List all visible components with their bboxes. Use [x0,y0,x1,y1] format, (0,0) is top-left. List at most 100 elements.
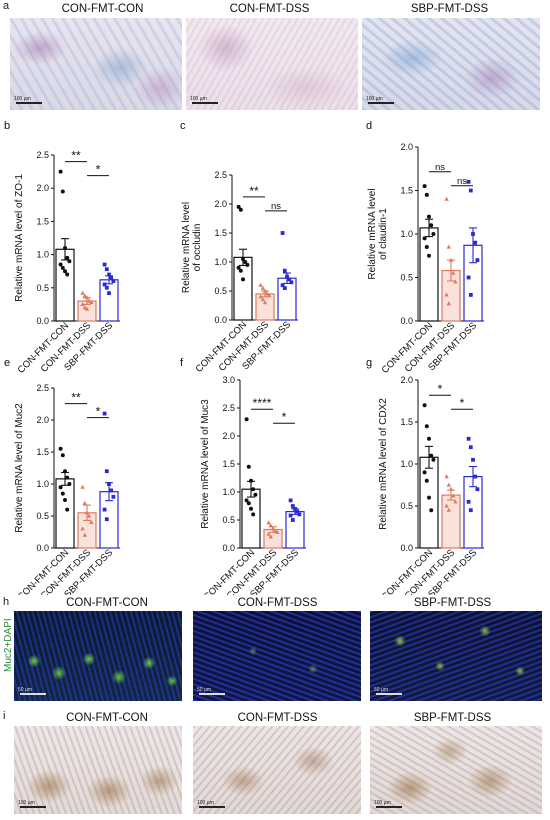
significance-label: * [96,405,101,419]
data-point [451,270,456,275]
y-tick-label: 0.0 [36,543,49,553]
significance-label: * [460,396,465,410]
data-point [268,534,273,539]
y-tick-label: 0.0 [214,315,227,325]
scale-bar [20,693,46,695]
data-point [295,509,300,514]
data-point [58,169,63,174]
data-point [429,508,434,513]
data-point [65,507,70,512]
y-axis-label: Relative mRNA level [367,188,378,279]
data-point [262,288,268,293]
data-point [424,245,429,250]
panel-i-title-con: CON-FMT-CON [66,712,148,724]
scale-bar [376,806,402,808]
data-point [475,258,480,262]
micrograph-ab-sbp: 100 µm [362,18,540,110]
significance-label: ns [271,201,281,212]
data-point [104,267,109,272]
panel-a-title-con: CON-FMT-CON [61,3,144,15]
panel-i-title-dss: CON-FMT-DSS [237,712,318,724]
data-point [446,244,451,249]
scale-bar [199,693,225,695]
data-point [111,279,116,284]
data-point [109,275,114,280]
y-tick-label: 2.5 [36,150,49,160]
data-point [471,457,475,462]
data-point [104,285,109,290]
y-tick-label: 2.5 [222,403,235,413]
micrograph-ab-con: 100 µm [10,18,182,110]
data-point [258,294,263,299]
data-point [453,499,458,504]
data-point [290,504,295,508]
data-point [466,179,471,184]
data-point [87,513,92,518]
data-point [82,305,87,310]
y-tick-label: 1.5 [36,447,49,457]
data-point [287,277,292,282]
panel-letter-h: h [3,596,10,608]
data-point [282,268,287,273]
data-point [84,295,90,300]
data-point [429,223,434,228]
data-point [111,494,116,499]
panel-i-title-sbp: SBP-FMT-DSS [413,712,492,724]
scale-bar [368,102,394,104]
data-point [89,520,94,524]
data-point [297,512,302,517]
data-point [238,207,243,212]
data-point [251,512,256,517]
data-point [102,411,107,416]
data-point [241,277,245,282]
data-point [266,520,271,525]
significance-label: ns [457,176,467,187]
bar [255,293,275,321]
scale-bar [192,102,218,104]
data-point [473,474,478,479]
data-point [84,510,90,515]
y-tick-label: 0.5 [222,515,235,525]
data-point [63,269,67,274]
bar [233,256,253,321]
data-point [471,232,475,236]
data-point [431,457,436,462]
data-point [238,268,243,273]
significance-label: ns [435,162,445,173]
y-tick-label: 1.0 [36,479,49,489]
y-tick-label: 2.0 [222,431,235,441]
data-point [104,517,109,522]
data-point [236,265,241,270]
data-point [475,487,480,492]
y-tick-label: 1.0 [36,250,49,260]
data-point [288,513,293,518]
data-point [448,486,454,491]
y-tick-label: 2.5 [214,170,227,180]
y-tick-label: 0.0 [400,543,413,553]
scale-bar [376,693,402,695]
data-point [268,523,273,528]
scale-label: 50 µm [18,687,32,693]
panel-h-title-sbp: SBP-FMT-DSS [413,597,492,609]
bar [241,488,261,549]
y-tick-label: 2.0 [400,142,413,152]
data-point [290,518,295,522]
data-point [102,262,107,267]
ihc-con: 100 µm [14,726,182,814]
data-point [63,245,67,250]
significance-label: * [96,163,101,177]
significance-label: ** [71,149,81,163]
significance-label: ** [71,391,81,405]
data-point [60,265,65,270]
scale-bar [20,806,46,808]
data-point [266,531,271,536]
data-point [466,275,471,280]
data-point [280,283,285,288]
data-point [427,253,431,258]
data-point [249,478,253,483]
data-point [451,493,456,498]
data-point [244,417,249,422]
data-point [82,500,87,505]
data-point [267,293,272,298]
panel-h-channel-label: Muc2+DAPI [3,618,14,672]
